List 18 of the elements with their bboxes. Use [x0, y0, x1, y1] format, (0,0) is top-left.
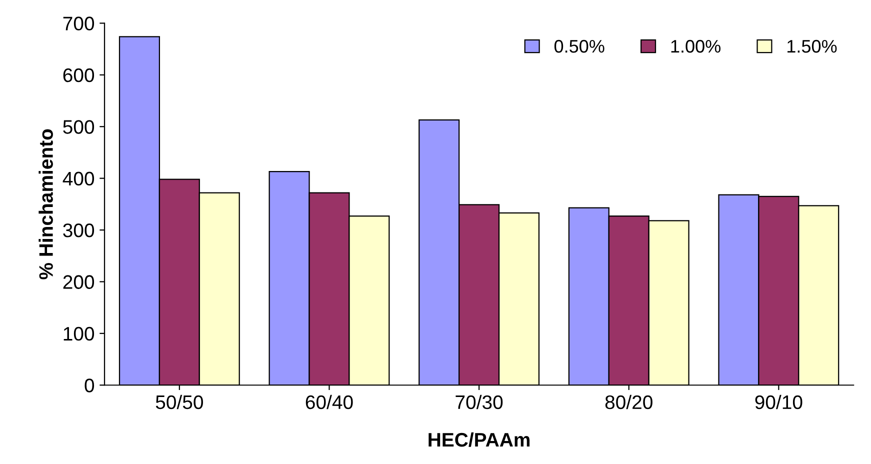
legend-label: 1.00%	[671, 40, 720, 53]
y-axis-title: % Hinchamiento	[38, 129, 53, 280]
x-tick-label: 80/20	[605, 394, 652, 410]
legend-label: 1.50%	[788, 40, 837, 53]
y-tick-label: 0	[84, 378, 94, 392]
x-tick-label: 60/40	[306, 394, 353, 410]
legend-label: 0.50%	[554, 40, 604, 53]
y-tick-label: 400	[62, 172, 94, 186]
y-tick-label: 300	[63, 223, 94, 238]
y-tick-label: 600	[63, 68, 94, 82]
y-tick-label: 500	[63, 120, 94, 134]
x-tick-label: 90/10	[755, 394, 802, 410]
x-tick-label: 70/30	[456, 394, 503, 410]
y-tick-label: 100	[64, 326, 94, 341]
y-tick-label: 200	[63, 275, 94, 289]
x-tick-label: 50/50	[156, 394, 203, 410]
y-tick-label: 700	[63, 16, 94, 30]
x-axis-title: HEC/PAAm	[428, 432, 530, 447]
